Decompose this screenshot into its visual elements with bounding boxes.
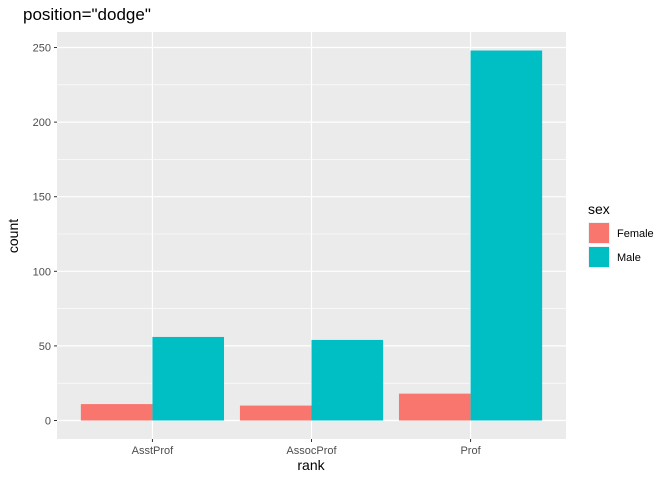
chart-title: position="dodge" [23, 5, 151, 24]
bar-female-asstprof [80, 404, 153, 421]
bar-female-prof [398, 393, 471, 421]
bar-male-assocprof [311, 339, 384, 421]
y-tick-label: 250 [33, 43, 51, 55]
legend: sex Female Male [588, 201, 654, 268]
bar-male-asstprof [152, 336, 225, 421]
legend-label-male: Male [617, 252, 641, 264]
y-tick-label: 200 [33, 117, 51, 129]
x-axis: AsstProf AssocProf Prof [132, 439, 482, 457]
x-axis-title: rank [297, 457, 325, 473]
x-tick-label: Prof [460, 445, 481, 457]
y-axis: 0 50 100 150 200 250 [33, 43, 57, 428]
legend-swatch-male [589, 247, 609, 267]
y-tick-label: 100 [33, 266, 51, 278]
bars [80, 50, 543, 421]
y-axis-title: count [5, 219, 21, 253]
bar-male-prof [470, 50, 543, 421]
legend-label-female: Female [617, 228, 654, 240]
legend-title: sex [588, 201, 610, 217]
y-tick-label: 150 [33, 192, 51, 204]
legend-swatch-female [589, 223, 609, 243]
y-tick-label: 0 [45, 416, 51, 428]
bar-female-assocprof [239, 405, 312, 421]
y-tick-label: 50 [39, 341, 51, 353]
x-tick-label: AssocProf [286, 445, 337, 457]
x-tick-label: AsstProf [132, 445, 175, 457]
